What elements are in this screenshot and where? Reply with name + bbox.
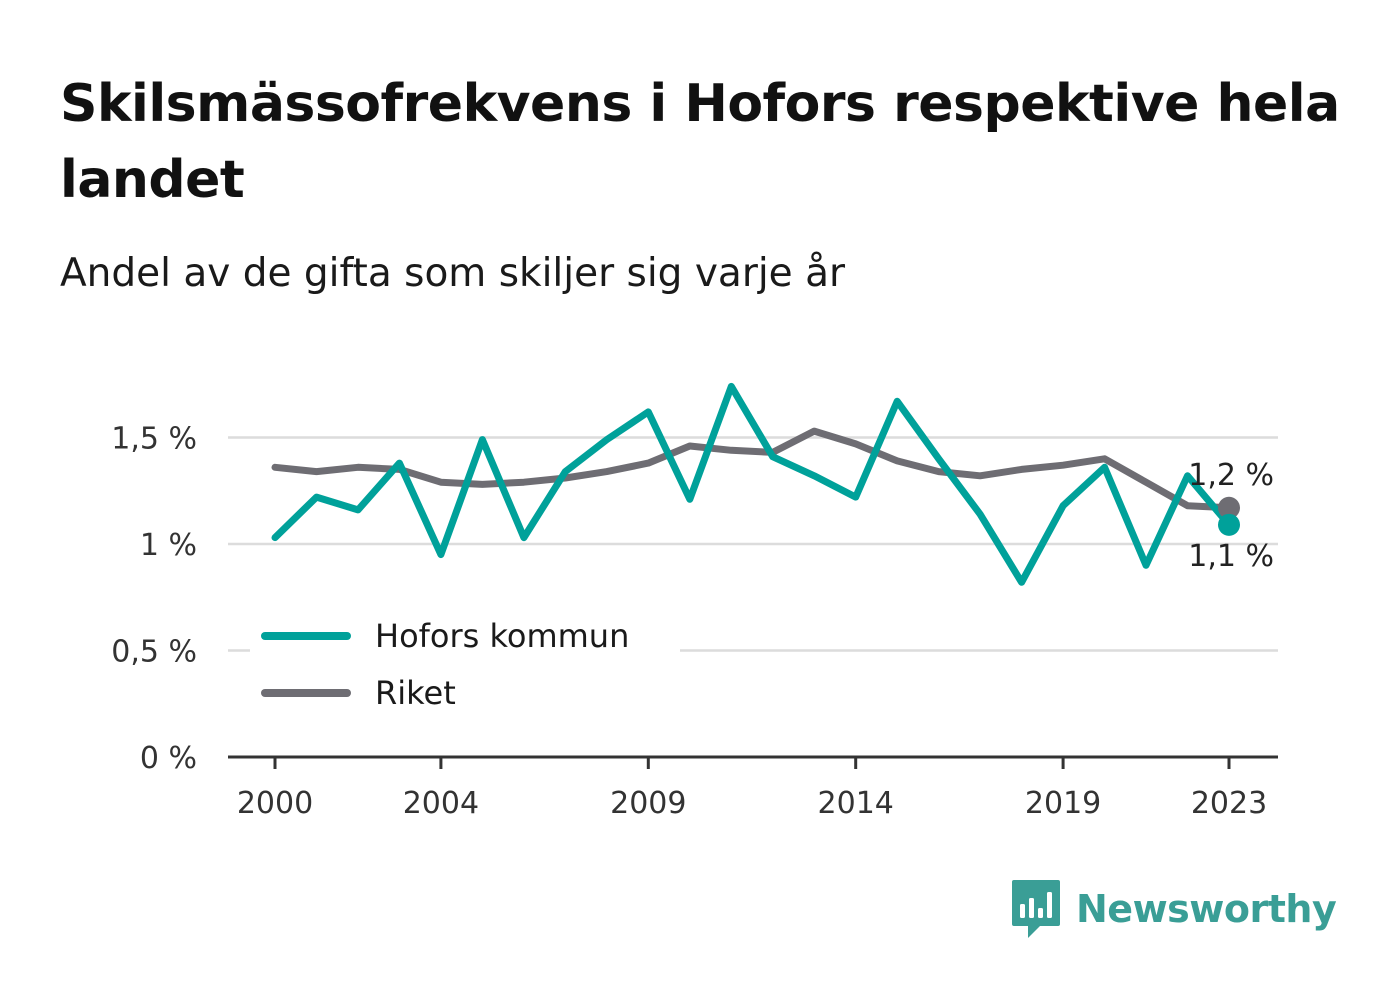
end-label-riket: 1,2 % bbox=[1188, 458, 1274, 493]
legend-background bbox=[250, 612, 680, 730]
axes: 0 % 0,5 % 1 % 1,5 % 2000 2004 2009 2014 2019 2023 bbox=[111, 422, 1278, 821]
y-tick-label: 0,5 % bbox=[111, 635, 197, 670]
bar-chart-speech-bubble-icon bbox=[1012, 880, 1060, 938]
series-line bbox=[271, 427, 1233, 512]
y-tick-label: 1 % bbox=[140, 528, 197, 563]
series bbox=[271, 382, 1240, 586]
series-end-marker bbox=[1218, 513, 1240, 536]
x-tick-label: 2009 bbox=[610, 786, 686, 821]
x-tick-label: 2019 bbox=[1025, 786, 1101, 821]
y-tick-label: 1,5 % bbox=[111, 422, 197, 457]
y-tick-label: 0 % bbox=[140, 741, 197, 776]
x-tick-label: 2014 bbox=[818, 786, 894, 821]
end-label-hofors: 1,1 % bbox=[1188, 539, 1274, 574]
chart-subtitle: Andel av de gifta som skiljer sig varje … bbox=[60, 251, 846, 296]
x-tick-label: 2023 bbox=[1191, 786, 1267, 821]
series-line bbox=[271, 382, 1233, 586]
newsworthy-logo: Newsworthy bbox=[1010, 878, 1337, 940]
brand-name: Newsworthy bbox=[1076, 887, 1337, 931]
legend: Hofors kommun Riket bbox=[250, 612, 680, 730]
chart-title: Skilsmässofrekvens i Hofors respektive h… bbox=[60, 74, 1340, 210]
legend-label: Riket bbox=[375, 674, 456, 712]
legend-label: Hofors kommun bbox=[375, 617, 629, 655]
series-end-marker bbox=[1218, 496, 1240, 519]
x-tick-label: 2000 bbox=[237, 786, 313, 821]
end-labels: 1,2 % 1,1 % bbox=[1188, 458, 1274, 574]
x-tick-label: 2004 bbox=[403, 786, 479, 821]
